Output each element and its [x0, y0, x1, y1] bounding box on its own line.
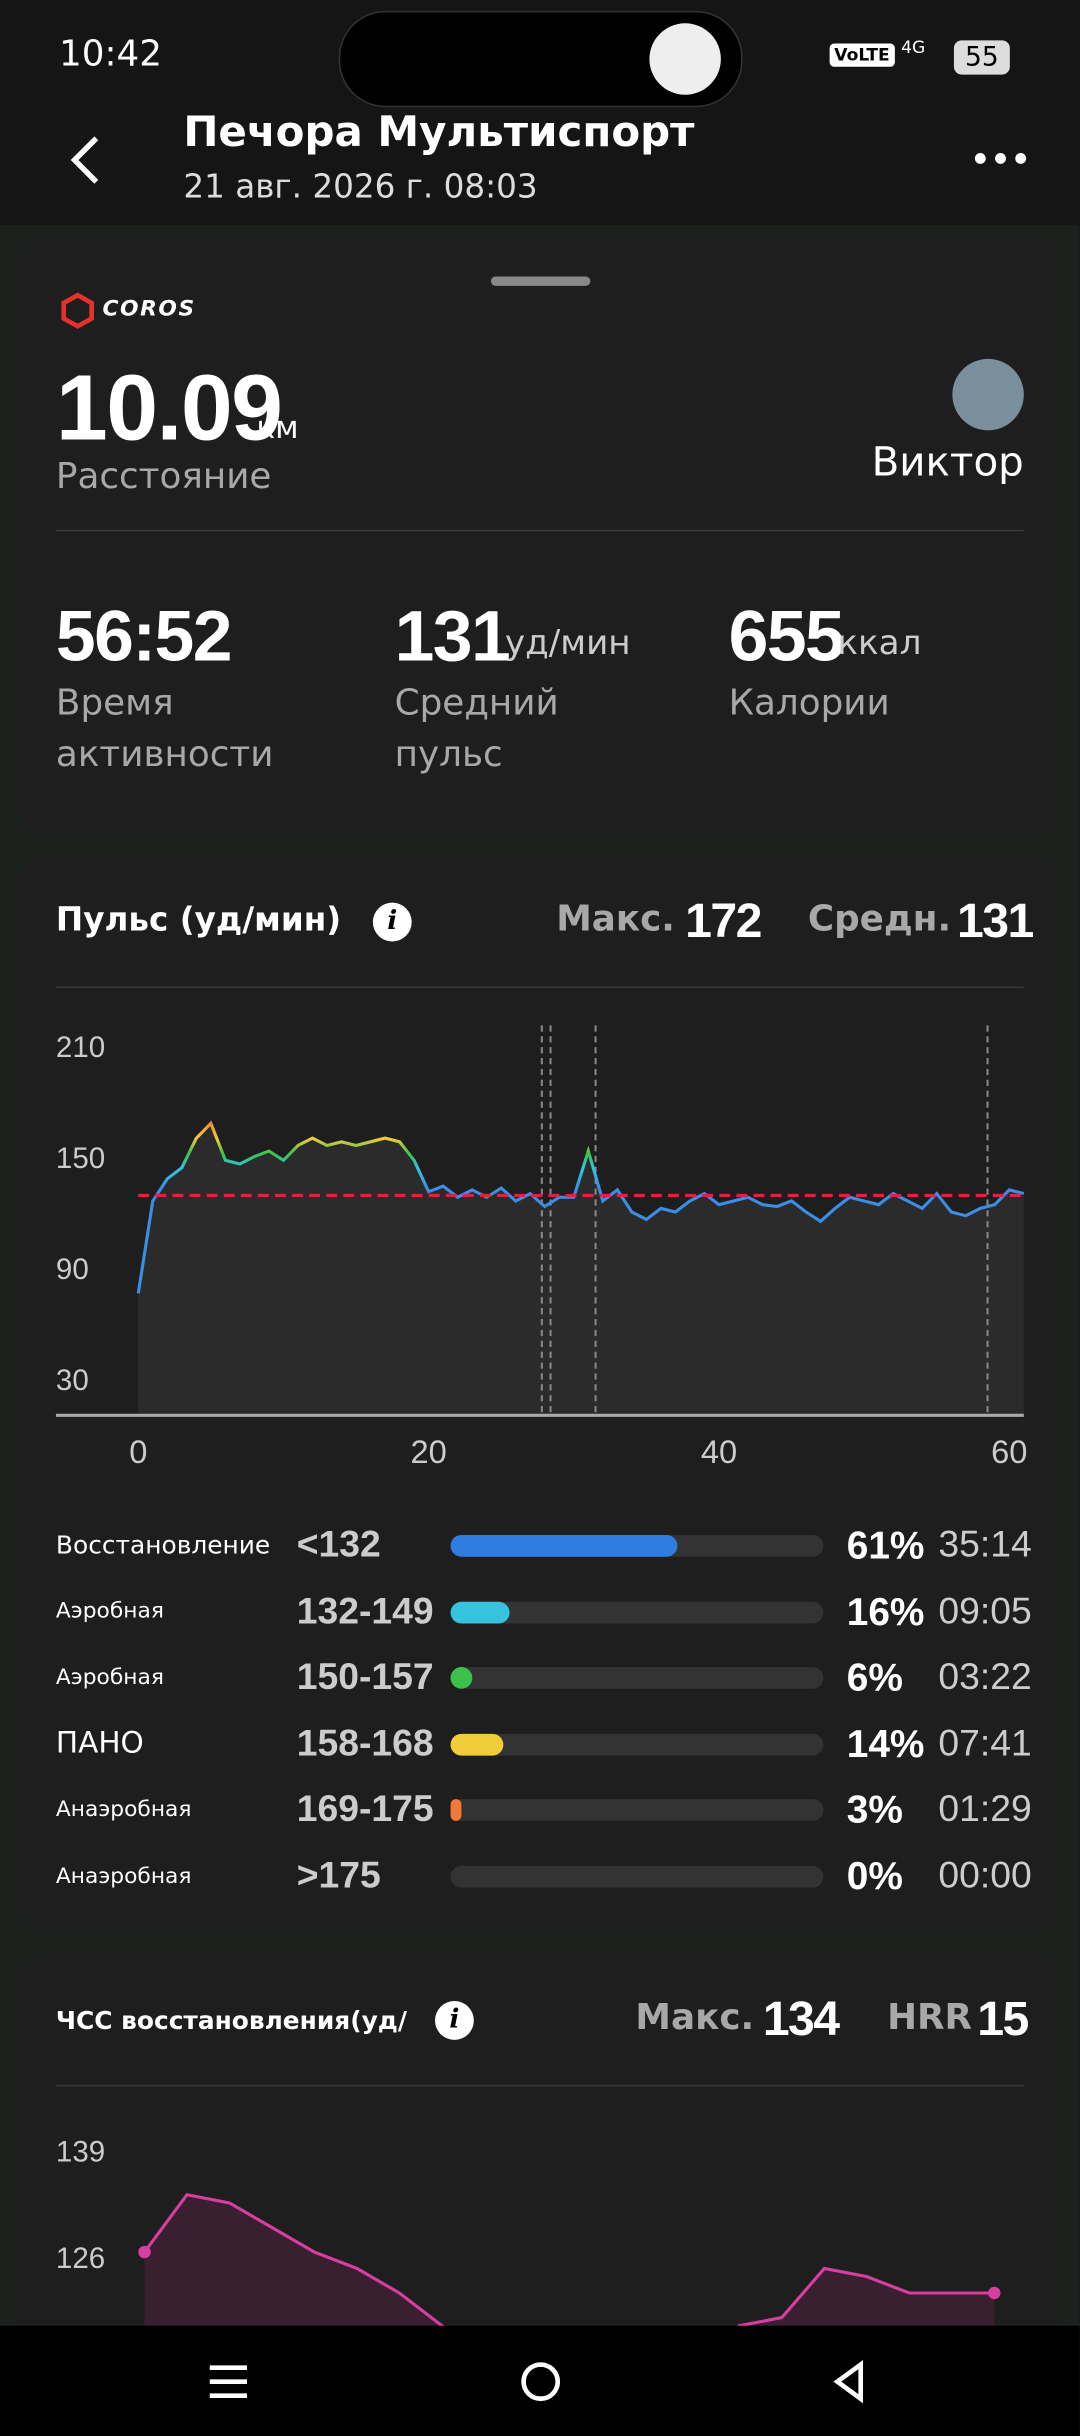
max-label: Макс.	[635, 1997, 755, 2039]
avg-value: 131	[957, 893, 1034, 948]
max-label: Макс.	[556, 899, 675, 940]
zone-track	[450, 1667, 824, 1690]
heart-rate-chart: 30 90 150 210 0 20 40 60	[55, 1025, 1027, 1470]
zone-bar	[450, 1601, 511, 1623]
max-value: 172	[685, 893, 762, 948]
zone-percent: 14%	[846, 1722, 925, 1767]
zone-bar	[450, 1667, 473, 1690]
stat-label: Время активности	[55, 683, 274, 776]
zone-range: 150-157	[296, 1656, 434, 1699]
distance-label: Расстояние	[55, 456, 272, 498]
more-button[interactable]	[973, 149, 1029, 168]
zone-bar	[450, 1534, 678, 1557]
zone-time: 07:41	[938, 1722, 1032, 1765]
zone-percent: 16%	[846, 1590, 925, 1634]
zone-time: 03:22	[938, 1656, 1032, 1699]
zone-range: 158-168	[296, 1722, 434, 1765]
avatar	[952, 358, 1024, 431]
signal: 4G	[901, 37, 926, 58]
zone-range: 169-175	[296, 1788, 434, 1831]
y-tick-label: 30	[56, 1364, 89, 1397]
zone-bar	[450, 1733, 503, 1756]
hrr-label: HRR	[887, 1997, 973, 2039]
card-title: ЧСС восстановления(уд/	[55, 2005, 407, 2036]
max-value: 134	[762, 1991, 840, 2047]
back-button[interactable]	[62, 132, 109, 188]
app-icon	[649, 23, 721, 95]
zone-name: Аэробная	[55, 1598, 164, 1624]
zone-time: 00:00	[938, 1854, 1032, 1897]
zone-name: Анаэробная	[55, 1797, 192, 1823]
stat-unit: ккал	[837, 624, 922, 664]
info-button[interactable]: i	[372, 902, 412, 942]
y-tick-label: 90	[56, 1253, 89, 1286]
zone-name: ПАНО	[55, 1726, 144, 1761]
zone-range: 132-149	[296, 1590, 434, 1633]
recovery-point	[988, 2286, 1001, 2300]
stat-unit: уд/мин	[504, 624, 631, 664]
drag-handle	[490, 276, 591, 286]
recovery-chart: 139 126	[56, 2136, 1001, 2326]
zone-percent: 61%	[846, 1524, 925, 1568]
zone-range: <132	[296, 1524, 381, 1567]
stat-value: 655	[728, 595, 845, 676]
stat-label: Средний пульс	[394, 683, 559, 776]
y-tick-label: 150	[56, 1142, 105, 1175]
zone-track	[450, 1601, 824, 1623]
back-nav-button[interactable]	[830, 2358, 870, 2405]
home-button[interactable]	[519, 2360, 563, 2404]
distance-unit: км	[256, 408, 299, 446]
zone-name: Аэробная	[55, 1665, 164, 1691]
x-tick-label: 60	[991, 1433, 1027, 1470]
date: 21 авг. 2026 г. 08:03	[183, 167, 538, 206]
zone-time: 01:29	[938, 1788, 1032, 1831]
recovery-point	[138, 2245, 151, 2259]
user-name: Виктор	[871, 439, 1024, 487]
volte: VoLTE	[829, 43, 895, 67]
area	[138, 1123, 1024, 1416]
hrr-value: 15	[977, 1991, 1029, 2047]
heart-rate-line	[136, 1120, 1025, 1294]
info-button[interactable]: i	[435, 2001, 474, 2040]
battery: 55	[953, 40, 1010, 75]
divider	[55, 986, 1024, 989]
zone-name: Анаэробная	[55, 1863, 192, 1889]
recovery-area	[144, 2194, 995, 2326]
zone-percent: 3%	[846, 1788, 903, 1833]
x-tick-label: 20	[410, 1433, 446, 1470]
y-tick-label: 126	[56, 2242, 105, 2275]
divider	[55, 2084, 1024, 2087]
x-tick-label: 40	[701, 1433, 737, 1470]
brand: COROS	[102, 296, 196, 322]
x-tick-label: 0	[129, 1433, 147, 1470]
zone-track	[450, 1799, 824, 1822]
zone-track	[450, 1865, 824, 1888]
zone-name: Восстановление	[55, 1530, 271, 1561]
zone-bar	[450, 1799, 462, 1822]
brand-logo	[61, 292, 94, 329]
stat-label: Калории	[728, 683, 890, 724]
clock: 10:42	[59, 34, 163, 75]
card-title: Пульс (уд/мин)	[55, 901, 342, 939]
zone-range: >175	[296, 1854, 381, 1897]
divider	[55, 529, 1024, 532]
y-tick-label: 139	[56, 2136, 105, 2169]
avg-label: Средн.	[807, 899, 952, 940]
distance: 10.09	[55, 355, 283, 460]
zone-percent: 0%	[846, 1854, 903, 1899]
stat-value: 56:52	[55, 595, 233, 676]
summary-card	[21, 237, 1059, 835]
zone-percent: 6%	[846, 1656, 903, 1700]
recovery-line	[143, 2193, 995, 2326]
zone-time: 35:14	[938, 1524, 1032, 1567]
title: Печора Мультиспорт	[183, 108, 695, 157]
stat-value: 131	[394, 595, 511, 676]
zone-time: 09:05	[938, 1590, 1032, 1633]
zone-track	[450, 1733, 824, 1756]
y-tick-label: 210	[56, 1031, 105, 1064]
nav-bar	[0, 2325, 1080, 2436]
menu-button[interactable]	[205, 2358, 252, 2405]
